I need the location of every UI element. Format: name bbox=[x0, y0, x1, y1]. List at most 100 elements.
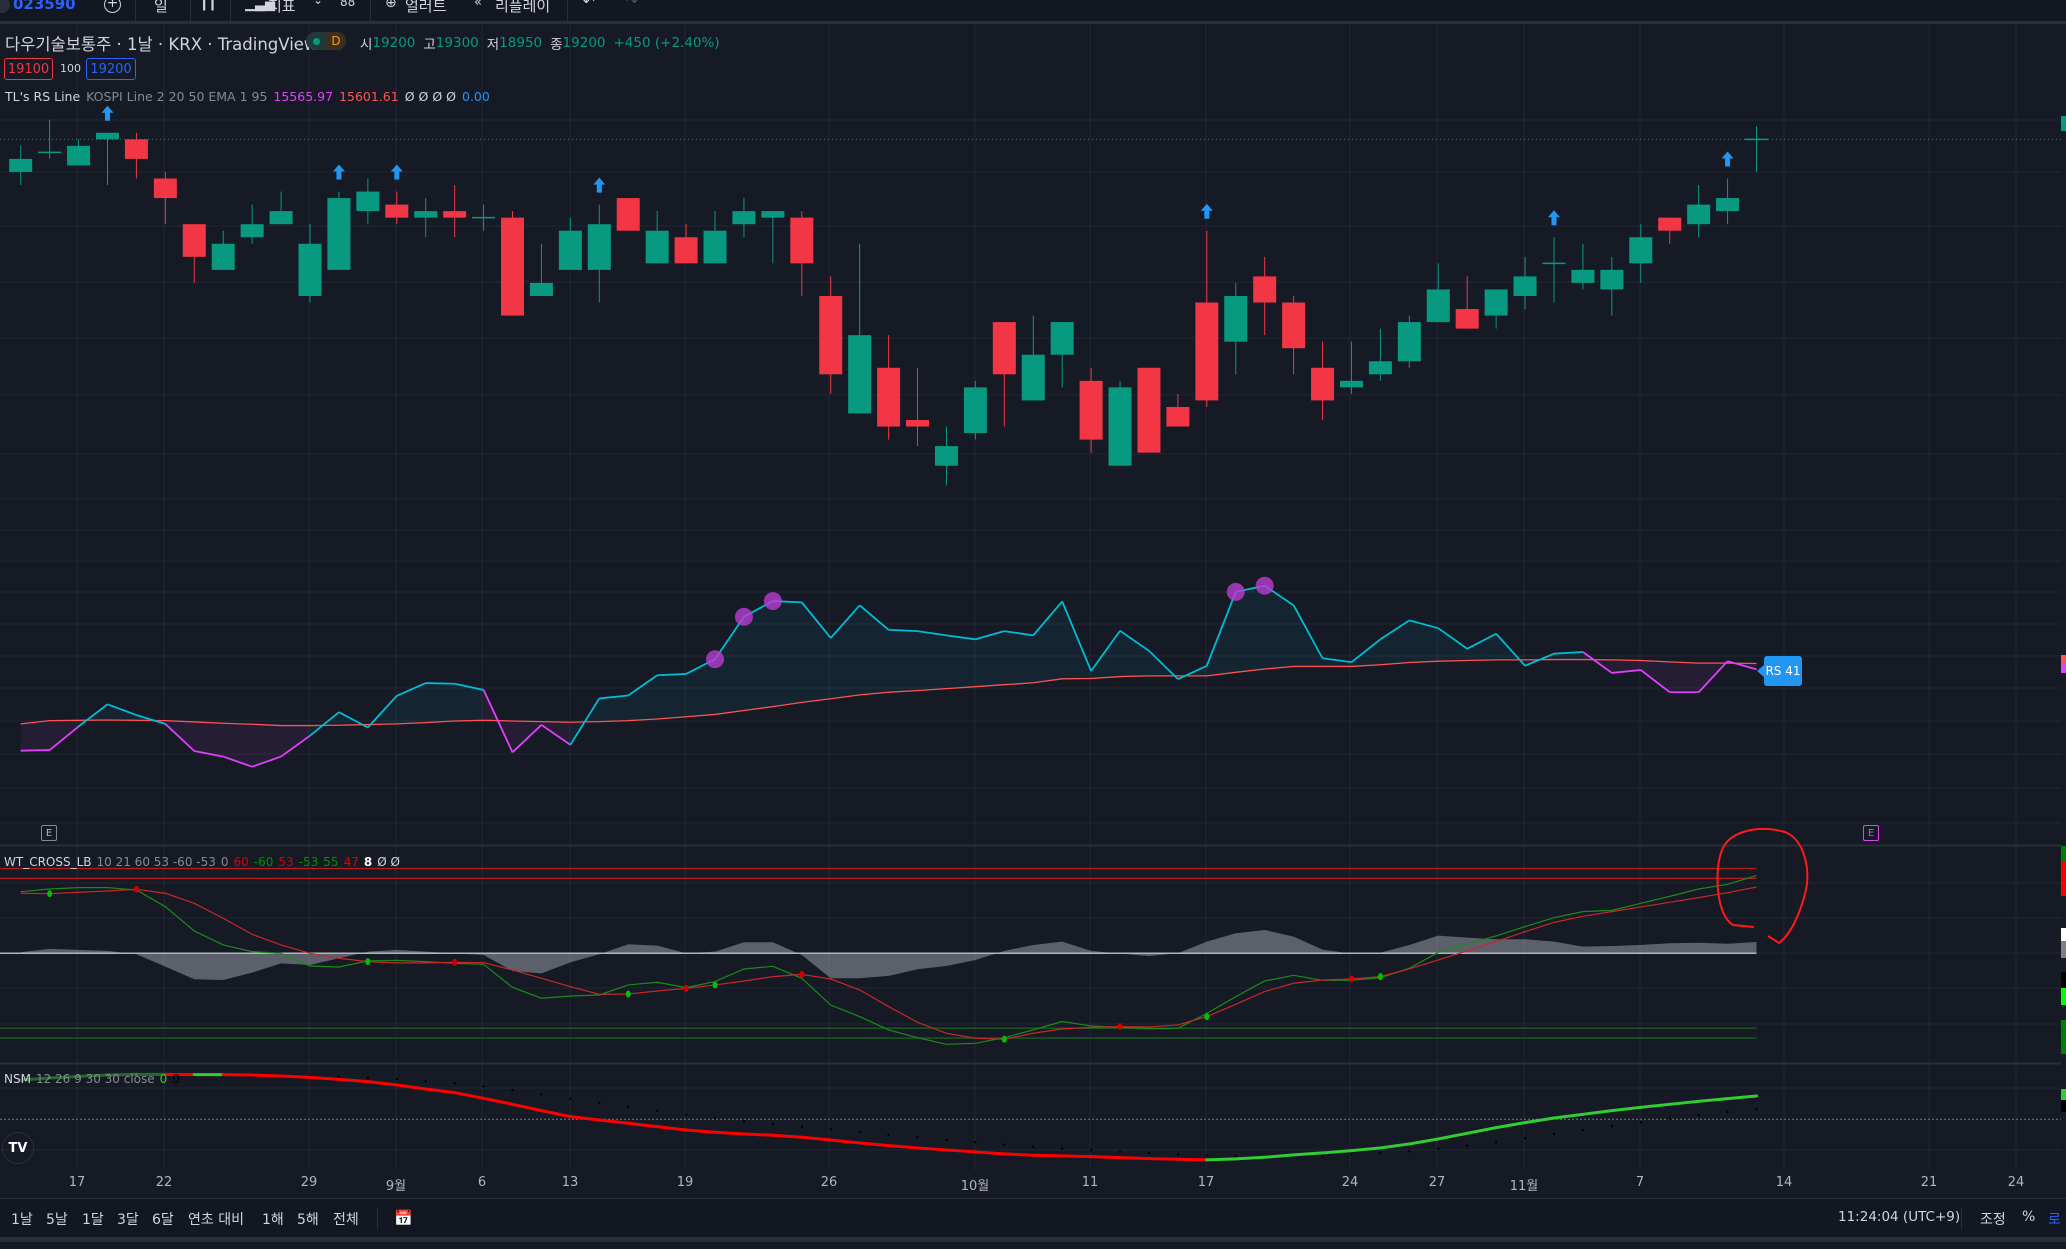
wt-scale-marker bbox=[2061, 846, 2066, 862]
candle bbox=[992, 322, 1016, 427]
clock-display[interactable]: 11:24:04 (UTC+9) bbox=[1838, 1209, 1961, 1225]
time-tick: 19 bbox=[676, 1175, 694, 1190]
range-button-all[interactable]: 전체 bbox=[333, 1212, 359, 1228]
candle-body bbox=[1600, 269, 1624, 290]
nsm-signal-dot bbox=[1379, 1151, 1382, 1155]
rs-line-segment bbox=[367, 695, 398, 729]
percent-scale-button[interactable]: % bbox=[2022, 1209, 2036, 1225]
market-status-pill[interactable]: D bbox=[306, 32, 346, 50]
rs-fill-area bbox=[1033, 601, 1063, 683]
nsm-signal-dot bbox=[540, 1092, 543, 1096]
candle bbox=[1542, 237, 1566, 303]
nsm-legend[interactable]: NSM 12 26 9 30 30 close 0 0 bbox=[4, 1072, 180, 1086]
rs-new-high-dot bbox=[1226, 582, 1245, 601]
undo-icon[interactable]: ↶ bbox=[583, 0, 595, 10]
nsm-line-segment bbox=[366, 1080, 399, 1087]
rs-line-segment bbox=[20, 749, 50, 752]
interval-button[interactable]: 일 bbox=[154, 0, 168, 15]
nsm-legend-params: 12 26 9 30 30 close bbox=[35, 1072, 155, 1086]
symbol-button[interactable]: 023590 bbox=[13, 0, 76, 13]
candle-body bbox=[1368, 361, 1392, 375]
wt-cross-up-dot bbox=[365, 958, 371, 966]
rs-label-pointer bbox=[1757, 664, 1765, 678]
nsm-line-segment bbox=[1205, 1157, 1238, 1162]
horizontal-scrollbar[interactable] bbox=[0, 1237, 2066, 1242]
go-to-date-calendar-icon[interactable]: 📅 bbox=[394, 1209, 413, 1227]
nsm-signal-dot bbox=[1205, 1154, 1209, 1157]
rs-rating-label: RS 41 bbox=[1764, 656, 1802, 686]
alert-button[interactable]: 얼러트 bbox=[405, 0, 447, 15]
indicators-button[interactable]: 지표 bbox=[268, 0, 296, 15]
layout-icon[interactable]: 88 bbox=[340, 0, 356, 9]
nsm-line-segment bbox=[1031, 1153, 1064, 1158]
candle bbox=[529, 243, 553, 296]
nsm-line-segment bbox=[800, 1135, 833, 1142]
redo-icon[interactable]: ↷ bbox=[626, 0, 638, 10]
range-button-3m[interactable]: 3달 bbox=[117, 1212, 139, 1228]
rs-fill-area bbox=[628, 675, 658, 721]
nsm-signal-dot bbox=[1437, 1147, 1440, 1151]
wt-cross-legend[interactable]: WT_CROSS_LB 10 21 60 53 -60 -53 0 60 -60… bbox=[4, 855, 400, 869]
wt-cross-up-dot bbox=[625, 990, 631, 998]
nsm-line-segment bbox=[453, 1091, 486, 1100]
nsm-signal-dot bbox=[713, 1117, 717, 1120]
candle-body bbox=[992, 322, 1016, 375]
rs-fill-area bbox=[425, 683, 455, 723]
range-button-1d[interactable]: 1날 bbox=[11, 1212, 33, 1228]
nsm-line-segment bbox=[626, 1121, 659, 1129]
range-button-1y[interactable]: 1해 bbox=[262, 1212, 284, 1228]
candle bbox=[1745, 126, 1768, 172]
range-button-1m[interactable]: 1달 bbox=[82, 1212, 104, 1228]
tradingview-logo[interactable]: TV bbox=[2, 1132, 34, 1164]
candle-body bbox=[153, 178, 177, 199]
replay-icon[interactable]: « bbox=[474, 0, 482, 10]
log-scale-button[interactable]: 로 bbox=[2048, 1212, 2061, 1228]
nsm-signal-dot bbox=[742, 1120, 746, 1123]
rs-line-legend[interactable]: TL's RS Line KOSPI Line 2 20 50 EMA 1 95… bbox=[5, 89, 490, 104]
wt-cross-down-dot bbox=[452, 958, 458, 966]
candle bbox=[240, 204, 264, 244]
nsm-signal-dot bbox=[77, 1077, 80, 1081]
candle-body bbox=[963, 387, 987, 434]
nsm-signal-dot bbox=[974, 1141, 977, 1144]
sell-price-button[interactable]: 19100 bbox=[4, 58, 53, 80]
wt-scale-marker bbox=[2061, 988, 2066, 1005]
earnings-marker-upcoming[interactable]: E bbox=[1863, 825, 1879, 841]
nsm-signal-dot bbox=[1697, 1114, 1700, 1117]
range-button-5y[interactable]: 5해 bbox=[297, 1212, 319, 1228]
range-button-ytd[interactable]: 연초 대비 bbox=[188, 1212, 244, 1228]
nsm-signal-dot bbox=[771, 1122, 775, 1126]
rs-line-segment bbox=[975, 630, 1005, 641]
indicators-icon[interactable]: ▁▃▅ bbox=[245, 0, 275, 12]
rs-rating-text: RS 41 bbox=[1765, 664, 1801, 678]
candle bbox=[963, 380, 987, 440]
candle bbox=[1050, 322, 1074, 388]
rs-fill-area bbox=[686, 659, 716, 717]
nsm-signal-dot bbox=[627, 1105, 630, 1109]
range-button-5d[interactable]: 5날 bbox=[46, 1212, 68, 1228]
candle-body bbox=[182, 224, 206, 257]
candle-body bbox=[1426, 289, 1450, 323]
candle bbox=[819, 276, 843, 394]
candle-body bbox=[790, 217, 814, 264]
range-button-6m[interactable]: 6달 bbox=[152, 1212, 174, 1228]
rs-legend-params: KOSPI Line 2 20 50 EMA 1 95 bbox=[86, 89, 268, 104]
nsm-line-segment bbox=[250, 1073, 283, 1078]
grid bbox=[0, 24, 2061, 1170]
candle-body bbox=[1513, 276, 1537, 296]
buy-price-button[interactable]: 19200 bbox=[86, 58, 136, 80]
add-symbol-icon[interactable]: + bbox=[104, 0, 121, 13]
replay-button[interactable]: 리플레이 bbox=[495, 0, 551, 15]
time-tick: 14 bbox=[1775, 1175, 1793, 1190]
chart-title[interactable]: 다우기술보통주 · 1날 · KRX · TradingView bbox=[5, 35, 318, 54]
wt-cross-pane bbox=[0, 867, 1757, 1045]
earnings-marker[interactable]: E bbox=[41, 825, 57, 841]
candle-style-icon[interactable]: ┃┃ bbox=[200, 0, 217, 11]
adjust-button[interactable]: 조정 bbox=[1980, 1212, 2006, 1228]
nsm-signal-dot bbox=[482, 1085, 485, 1088]
chevron-down-icon[interactable]: ⌄ bbox=[313, 0, 324, 7]
rs-line-pane bbox=[20, 576, 1757, 768]
alert-icon[interactable]: ⊕ bbox=[385, 0, 397, 11]
top-toolbar: 023590 + 일 ┃┃ ▁▃▅ 지표 ⌄ 88 ⊕ 얼러트 « 리플레이 ↶… bbox=[0, 0, 2066, 21]
